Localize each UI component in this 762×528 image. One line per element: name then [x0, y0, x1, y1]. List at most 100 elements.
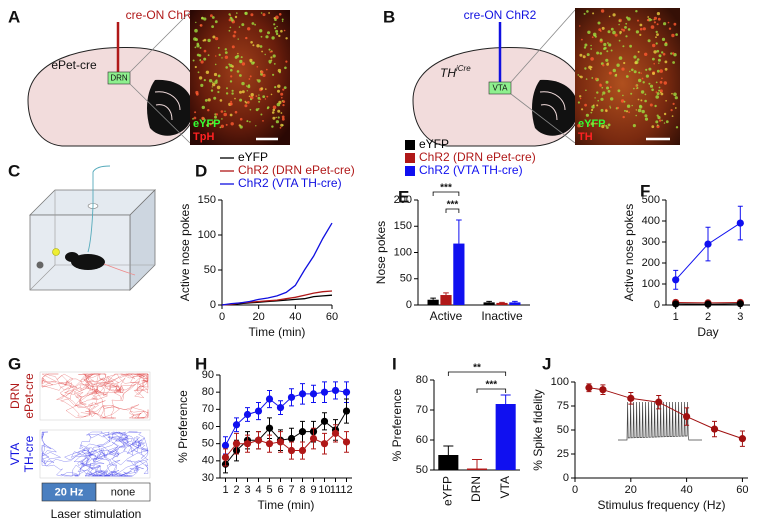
construct-label: cre-ON ChR2 [126, 8, 199, 22]
legend-label: ChR2 (DRN ePet-cre) [419, 150, 536, 164]
y-tick-label: 0 [654, 299, 660, 311]
y-tick-label: 60 [202, 420, 214, 432]
cell [248, 78, 251, 80]
cell [207, 98, 211, 102]
cell [262, 73, 266, 77]
cell [658, 89, 661, 92]
cell [268, 59, 272, 64]
cell [225, 66, 228, 69]
cell [241, 62, 246, 66]
cell [262, 120, 264, 122]
cell [601, 86, 604, 89]
x-tick-label: 11 [330, 484, 341, 496]
cell [639, 104, 642, 108]
series-line [221, 222, 333, 306]
y-tick-label: 50 [202, 438, 214, 450]
cell [204, 99, 208, 102]
point [599, 386, 607, 394]
cell [608, 43, 612, 47]
y-tick-label: 80 [416, 374, 428, 386]
cell [655, 30, 658, 34]
cell [597, 21, 601, 25]
cell [591, 77, 594, 79]
point [320, 417, 329, 425]
cell [637, 19, 639, 22]
legend-label: eYFP [419, 137, 449, 151]
cell [274, 86, 277, 89]
bar [496, 302, 508, 305]
cell [260, 70, 264, 74]
significance-label: *** [485, 380, 497, 391]
cell [241, 90, 245, 94]
cell [262, 95, 266, 98]
cell [285, 37, 288, 40]
point [232, 421, 241, 429]
cerebellum-folds [539, 91, 566, 121]
operant-box [29, 165, 156, 291]
point [683, 412, 691, 421]
cell [593, 34, 596, 37]
cerebellum-folds [154, 91, 181, 121]
cell [605, 109, 608, 113]
cell [203, 79, 206, 82]
cell [618, 23, 620, 26]
point [232, 440, 241, 448]
x-tick-label: 0 [219, 311, 225, 323]
cell [579, 25, 581, 27]
cell [651, 88, 654, 92]
cell [644, 93, 647, 96]
x-tick-label: 60 [326, 311, 338, 323]
cell [270, 56, 273, 59]
cell [216, 85, 221, 90]
cell [256, 66, 259, 68]
cell [665, 120, 669, 124]
cell [674, 107, 677, 109]
cell [217, 90, 220, 94]
cell [238, 26, 241, 28]
cell [260, 35, 263, 38]
cell [653, 21, 657, 24]
cell [205, 70, 210, 75]
point [585, 384, 593, 392]
cell [211, 16, 215, 19]
cell [256, 44, 260, 48]
cell [239, 59, 243, 64]
trajectory [41, 431, 149, 477]
y-tick-label: 200 [394, 194, 412, 206]
cell [275, 15, 279, 20]
cell [280, 123, 284, 127]
cell [656, 124, 659, 127]
cell [282, 104, 285, 107]
x-axis-label: Time (min) [249, 325, 306, 339]
cell [655, 81, 658, 84]
cell [600, 108, 604, 112]
cell [226, 87, 228, 90]
cell [642, 81, 645, 84]
point [320, 440, 329, 448]
cell [236, 12, 238, 14]
cell [275, 32, 279, 36]
cell [601, 125, 605, 129]
cell [250, 41, 253, 44]
cell [273, 17, 276, 20]
cell [228, 29, 231, 32]
bar [453, 243, 465, 305]
y-tick-label: 100 [198, 229, 216, 241]
cell [656, 49, 660, 53]
cell [605, 124, 608, 127]
cell [234, 15, 238, 19]
drn-label: ePet-cre [22, 373, 36, 419]
cell [601, 26, 605, 30]
cell [203, 38, 207, 42]
cell [648, 67, 652, 71]
cell [245, 85, 248, 87]
cell [610, 27, 614, 31]
cell [604, 46, 607, 50]
cell [217, 47, 220, 49]
cell [622, 45, 625, 48]
x-tick-label: 7 [288, 484, 294, 496]
cell [637, 50, 640, 53]
y-tick-label: 500 [642, 194, 660, 206]
x-tick-label: 3 [244, 484, 250, 496]
